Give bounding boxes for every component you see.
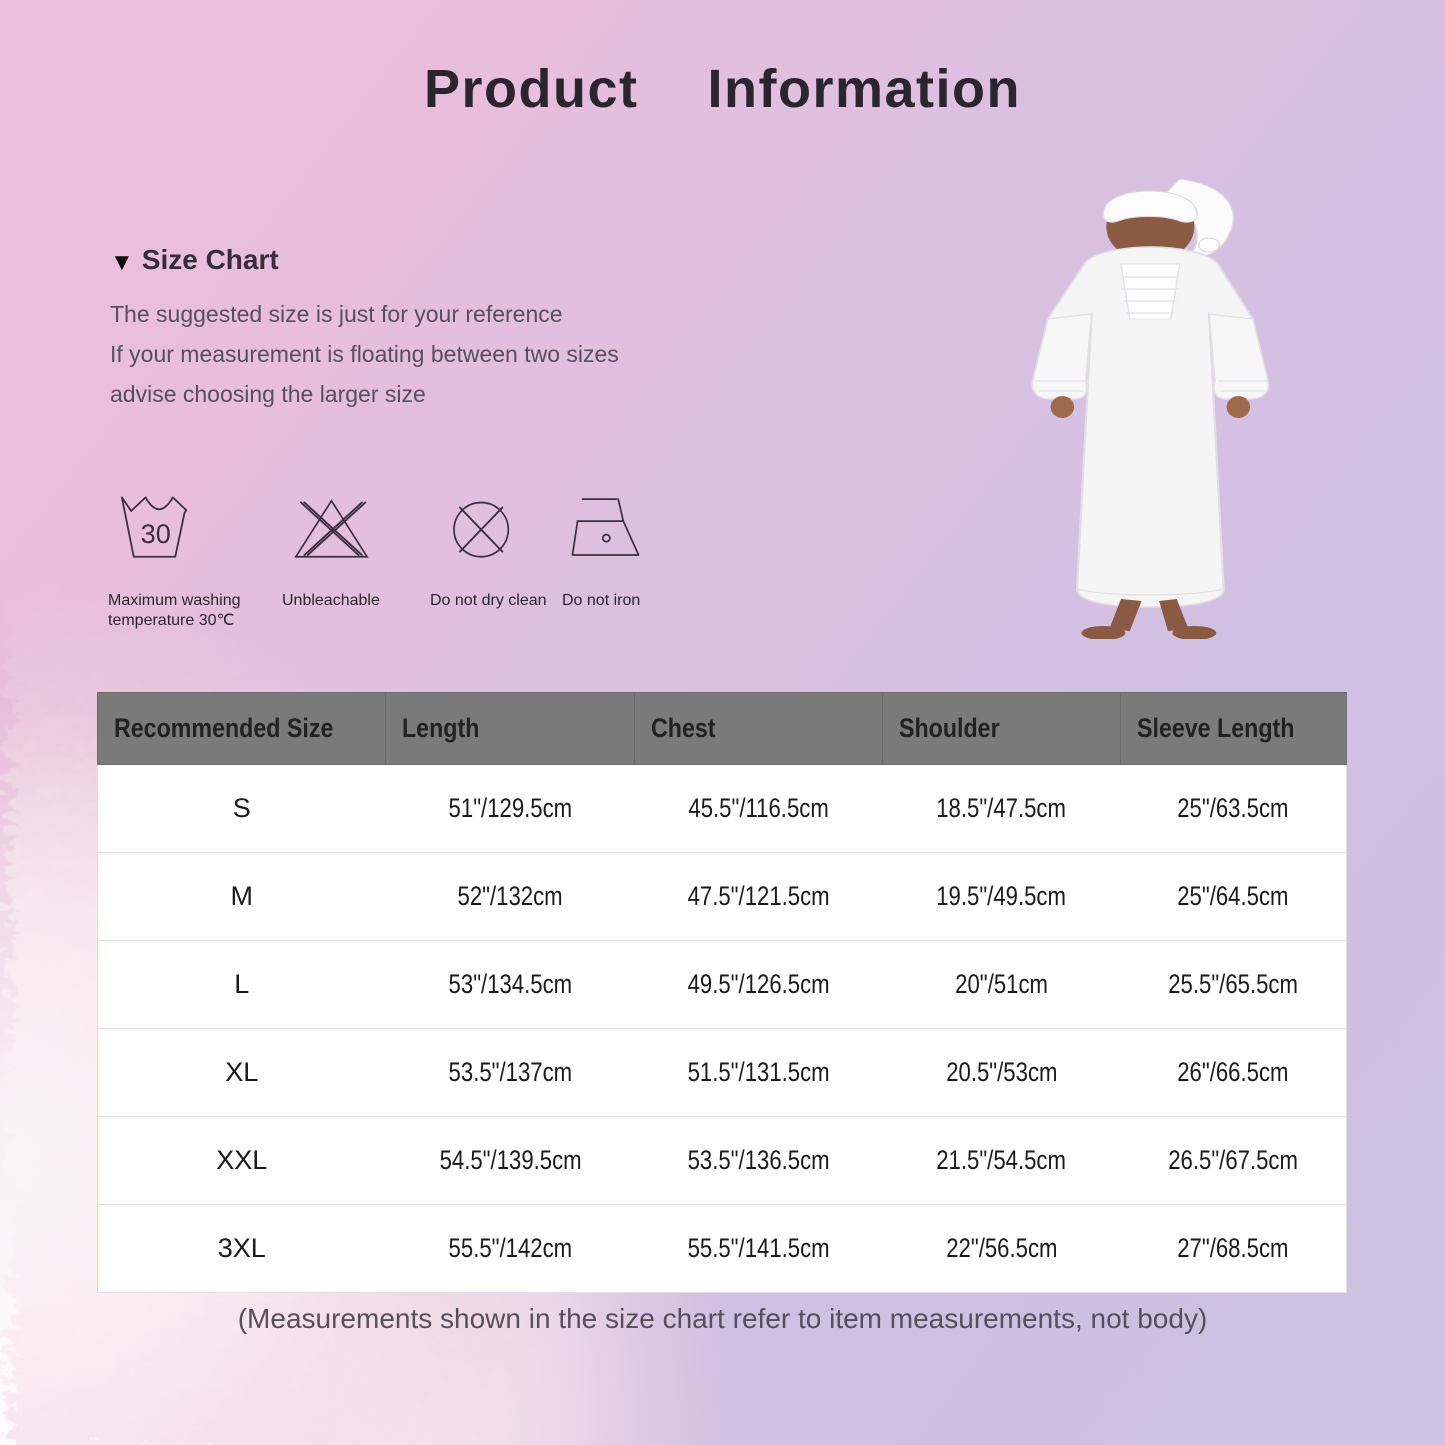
svg-text:30: 30 xyxy=(141,518,171,549)
